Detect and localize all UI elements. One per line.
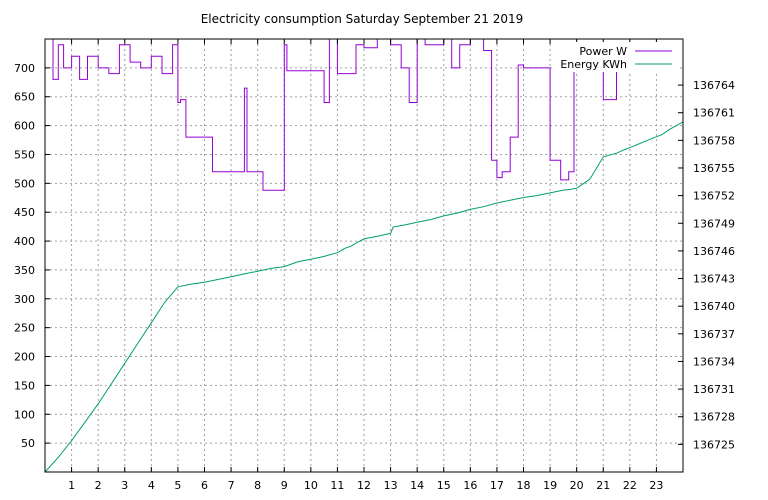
chart-title: Electricity consumption Saturday Septemb… (201, 12, 524, 26)
y2-tick-label: 136761 (693, 107, 735, 120)
x-tick-label: 1 (68, 479, 75, 492)
y-tick-label: 700 (14, 62, 35, 75)
x-tick-label: 8 (254, 479, 261, 492)
x-tick-label: 4 (148, 479, 155, 492)
y-tick-label: 400 (14, 235, 35, 248)
x-tick-label: 9 (281, 479, 288, 492)
y2-tick-label: 136755 (693, 162, 735, 175)
y2-tick-label: 136740 (693, 300, 735, 313)
y-tick-label: 350 (14, 264, 35, 277)
x-tick-label: 5 (174, 479, 181, 492)
y2-tick-label: 136749 (693, 217, 735, 230)
x-tick-label: 3 (121, 479, 128, 492)
x-tick-label: 7 (228, 479, 235, 492)
y2-tick-label: 136734 (693, 355, 735, 368)
axis-ticks: 1 2 3 4 5 6 7 8 9 10 11 12 13 14 15 16 17 18 19 20 21 22 23501… (14, 39, 735, 492)
x-tick-label: 13 (384, 479, 398, 492)
x-tick-label: 12 (357, 479, 371, 492)
y2-tick-label: 136752 (693, 190, 735, 203)
y-tick-label: 300 (14, 293, 35, 306)
plot-series (44, 38, 684, 473)
x-tick-label: 23 (649, 479, 663, 492)
y-tick-label: 200 (14, 351, 35, 364)
y2-tick-label: 136746 (693, 245, 735, 258)
y-tick-label: 600 (14, 120, 35, 133)
y2-tick-label: 136764 (693, 79, 735, 92)
y-tick-label: 250 (14, 322, 35, 335)
x-tick-label: 2 (95, 479, 102, 492)
x-tick-label: 10 (304, 479, 318, 492)
legend: Power W Energy KWh (555, 42, 680, 72)
y2-tick-label: 136725 (693, 438, 735, 451)
y-tick-label: 100 (14, 408, 35, 421)
legend-box (555, 42, 680, 72)
x-tick-label: 14 (410, 479, 424, 492)
y2-tick-label: 136737 (693, 328, 735, 341)
x-tick-label: 11 (330, 479, 344, 492)
y-tick-label: 500 (14, 177, 35, 190)
y-tick-label: 150 (14, 379, 35, 392)
y-tick-label: 650 (14, 91, 35, 104)
legend-label-power: Power W (579, 45, 627, 58)
x-tick-label: 21 (596, 479, 610, 492)
x-tick-label: 22 (623, 479, 637, 492)
y2-tick-label: 136728 (693, 411, 735, 424)
x-tick-label: 6 (201, 479, 208, 492)
x-tick-label: 20 (570, 479, 584, 492)
y2-tick-label: 136743 (693, 273, 735, 286)
x-tick-label: 18 (517, 479, 531, 492)
x-tick-label: 16 (463, 479, 477, 492)
y-tick-label: 450 (14, 206, 35, 219)
grid (45, 39, 683, 472)
x-tick-label: 15 (437, 479, 451, 492)
y2-tick-label: 136758 (693, 134, 735, 147)
y-tick-label: 50 (21, 437, 35, 450)
x-tick-label: 17 (490, 479, 504, 492)
series-line-power (45, 38, 671, 191)
series-line-energy (44, 121, 684, 473)
x-tick-label: 19 (543, 479, 557, 492)
y-tick-label: 550 (14, 148, 35, 161)
y2-tick-label: 136731 (693, 383, 735, 396)
legend-label-energy: Energy KWh (560, 58, 627, 71)
